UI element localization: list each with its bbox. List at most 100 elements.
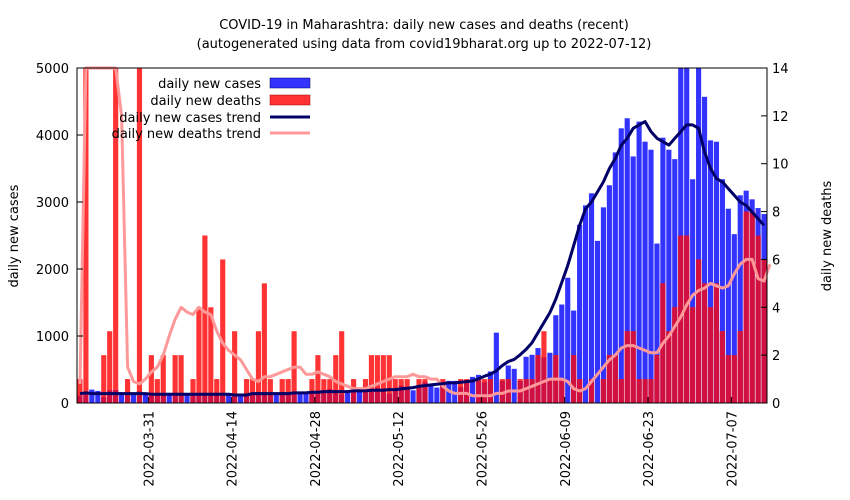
overlap-bar [755,235,761,403]
cases-bar [345,392,351,403]
overlap-bar [315,393,321,403]
cases-bar [303,391,309,403]
deaths-bar [178,355,184,403]
deaths-bar [172,355,178,403]
deaths-bar [154,379,160,403]
legend-label-deaths-trend: daily new deaths trend [112,127,261,142]
plot-border [76,67,768,404]
cases-bar [184,393,190,403]
cases-bar [701,96,708,403]
overlap-bar [458,386,464,403]
overlap-bar [190,395,196,403]
cases-bar [273,392,279,403]
deaths-bar [255,331,261,403]
overlap-bar [77,395,83,403]
overlap-bar [386,393,392,403]
legend-label-cases: daily new cases [158,77,261,92]
cases-bar [630,156,636,403]
overlap-bar [368,389,375,403]
deaths-bar [214,379,220,403]
y2-tick-label: 6 [772,253,780,268]
deaths-bar [261,283,267,403]
overlap-bar [612,355,618,403]
overlap-bar [404,386,410,403]
cases-bar [713,141,720,403]
overlap-bar [351,390,357,403]
overlap-bar [606,355,612,403]
overlap-bar [416,387,422,403]
x-tick-label: 2022-05-12 [392,411,407,487]
deaths-bar [315,355,321,403]
legend: daily new cases daily new deaths daily n… [112,77,311,142]
deaths-bar [285,379,291,403]
cases-bar [559,304,565,403]
y-tick-label: 2000 [36,263,69,278]
cases-bar [166,392,172,403]
y-tick-label: 5000 [36,62,69,77]
x-tick-label: 2022-04-14 [226,411,241,487]
overlap-bar [737,331,743,403]
cases-bar [297,393,303,403]
overlap-bar [202,392,208,403]
overlap-bar [136,391,143,403]
deaths-bar [374,355,380,403]
overlap-bar [101,396,107,403]
deaths-bar [83,68,89,403]
overlap-bar [636,379,642,403]
overlap-bar [707,307,714,403]
overlap-bar [487,379,493,403]
y2-axis-label: daily new deaths [820,180,835,291]
cases-bar [642,141,648,403]
overlap-bar [761,259,767,403]
overlap-bar [374,387,380,403]
deaths-bar [232,331,238,403]
overlap-bar [559,379,565,403]
overlap-bar [719,331,725,403]
cases-bar [660,137,666,403]
deaths-bar [160,355,166,403]
overlap-bar [464,380,470,403]
overlap-bar [124,394,131,403]
overlap-bar [725,355,731,403]
overlap-bar [422,382,428,403]
x-tick-label: 2022-07-07 [725,411,740,487]
cases-bar [428,384,434,403]
cases-bar [737,195,743,403]
overlap-bar [713,283,720,403]
cases-bar [89,389,95,403]
deaths-bar [107,331,113,403]
trend-lines [78,66,772,398]
deaths-bar [339,331,345,403]
y-tick-label: 4000 [36,129,69,144]
legend-swatch-deaths [269,94,311,106]
overlap-bar [630,331,636,403]
cases-bar [624,118,630,403]
cases-bar [672,159,678,403]
overlap-bar [690,307,696,403]
cases-trend-line [79,120,766,397]
deaths-bar [77,379,83,403]
overlap-bar [339,394,345,403]
overlap-bar [535,355,541,403]
cases-bar [636,121,642,403]
cases-bar [648,149,654,403]
overlap-bar [208,393,214,403]
cases-bar [600,207,606,403]
overlap-bar [684,235,690,403]
overlap-bar [178,393,184,403]
overlap-bar [618,379,624,403]
cases-bar [95,390,101,403]
deaths-bar [368,355,375,403]
overlap-bar [220,395,226,403]
overlap-bar [113,389,119,403]
cases-bar [577,224,583,403]
y2-tick-label: 2 [772,349,780,364]
legend-label-deaths: daily new deaths [150,94,261,109]
cases-bar [119,392,125,403]
y2-tick-label: 4 [772,301,780,316]
cases-bar [707,140,714,404]
x-tick-label: 2022-04-28 [309,411,324,487]
legend-swatch-cases [269,77,311,89]
deaths-bar [113,68,119,403]
overlap-bar [440,383,446,403]
